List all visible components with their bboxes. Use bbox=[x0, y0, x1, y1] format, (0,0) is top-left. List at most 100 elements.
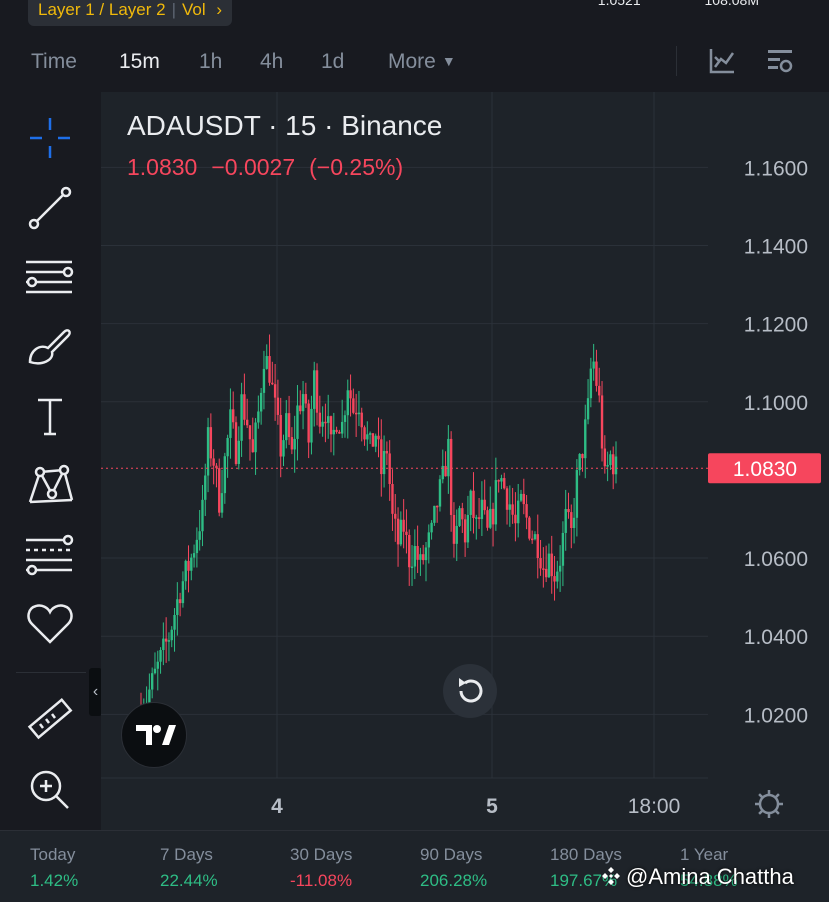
axis-settings-tooth bbox=[758, 793, 763, 798]
candle-body bbox=[598, 385, 601, 396]
zoom-in-icon[interactable] bbox=[24, 764, 76, 816]
indicators-icon[interactable] bbox=[707, 46, 737, 76]
period-7-days[interactable]: 7 Days 22.44% bbox=[160, 845, 218, 891]
candle-body bbox=[360, 412, 363, 428]
candle-body bbox=[416, 546, 419, 560]
horizontal-lines-icon[interactable] bbox=[24, 250, 76, 302]
period-performance: Today 1.42% 7 Days 22.44% 30 Days -11.08% 9… bbox=[0, 830, 829, 902]
candle-body bbox=[452, 514, 456, 544]
candle-body bbox=[167, 640, 171, 642]
ruler-icon[interactable] bbox=[24, 694, 76, 746]
period-90-days[interactable]: 90 Days 206.28% bbox=[420, 845, 487, 891]
candle-body bbox=[564, 508, 567, 533]
candle-body bbox=[550, 553, 553, 577]
candle-body bbox=[491, 508, 495, 525]
x-tick-label: 5 bbox=[486, 795, 498, 818]
text-icon[interactable] bbox=[24, 390, 76, 442]
candle-body bbox=[581, 454, 584, 459]
candle-body bbox=[388, 453, 391, 484]
candle-body bbox=[567, 508, 570, 513]
candle-body bbox=[218, 468, 221, 513]
candle-body bbox=[248, 425, 252, 440]
candle-body bbox=[486, 510, 489, 528]
candle-body bbox=[156, 661, 159, 669]
candle-body bbox=[575, 470, 579, 518]
candle-body bbox=[455, 525, 458, 544]
candle-body bbox=[279, 414, 282, 457]
trend-line-icon[interactable] bbox=[24, 182, 76, 234]
period-label: 180 Days bbox=[550, 845, 622, 864]
candle-body bbox=[307, 403, 310, 443]
price-chart[interactable]: 1.1600 1.1400 1.1200 1.1000 1.0600 1.0400 1.02… bbox=[101, 92, 829, 830]
period-label: 7 Days bbox=[160, 845, 213, 864]
candle-body bbox=[382, 450, 386, 475]
chart-settings-icon[interactable] bbox=[766, 46, 796, 76]
brush-icon[interactable] bbox=[24, 320, 76, 372]
candle-body bbox=[273, 384, 277, 398]
candle-body bbox=[368, 433, 372, 435]
watermark: @Amina Chattha bbox=[600, 864, 794, 890]
interval-1h[interactable]: 1h bbox=[199, 50, 223, 73]
binance-icon bbox=[602, 867, 620, 885]
collapse-toolbar-button[interactable]: ‹ bbox=[89, 668, 102, 716]
interval-time[interactable]: Time bbox=[31, 50, 77, 73]
candle-body bbox=[522, 493, 525, 505]
candlestick-chart: 1.1600 1.1400 1.1200 1.1000 1.0600 1.0400 1.02… bbox=[101, 92, 829, 818]
candle-body bbox=[612, 454, 615, 475]
interval-4h[interactable]: 4h bbox=[260, 50, 284, 73]
price-change: −0.0027 bbox=[211, 154, 296, 180]
tradingview-logo[interactable] bbox=[121, 702, 187, 768]
period-180-days[interactable]: 180 Days 197.67% bbox=[550, 845, 622, 891]
candle-body bbox=[212, 458, 215, 466]
candle-body bbox=[461, 508, 464, 520]
period-label: 30 Days bbox=[290, 845, 353, 864]
interval-15m[interactable]: 15m bbox=[119, 50, 160, 73]
candle-body bbox=[324, 421, 327, 424]
fib-icon[interactable] bbox=[24, 528, 76, 580]
toolbar-separator bbox=[16, 672, 86, 673]
interval-1d[interactable]: 1d bbox=[321, 50, 345, 73]
axis-settings-icon bbox=[758, 793, 780, 815]
candle-body bbox=[483, 499, 486, 511]
interval-more[interactable]: More ▼ bbox=[388, 50, 456, 74]
candle-body bbox=[427, 532, 430, 548]
candle-body bbox=[449, 438, 453, 515]
category-breadcrumb[interactable]: Layer 1 / Layer 2 | Vol › bbox=[28, 0, 233, 26]
period-1-year[interactable]: 1 Year 54.88% bbox=[680, 845, 738, 891]
candle-body bbox=[245, 419, 249, 426]
candle-body bbox=[315, 370, 319, 413]
candle-body bbox=[539, 558, 542, 569]
crosshair-icon[interactable] bbox=[24, 112, 76, 164]
top-value-price: 1.0521 bbox=[597, 0, 641, 8]
price-change-pct: (−0.25%) bbox=[309, 154, 404, 180]
candle-body bbox=[572, 517, 576, 528]
candle-body bbox=[204, 475, 207, 500]
period-value: 206.28% bbox=[420, 871, 488, 890]
candle-body bbox=[338, 431, 341, 434]
current-price-badge bbox=[708, 453, 821, 484]
period-today[interactable]: Today 1.42% bbox=[30, 845, 78, 891]
period-label: 90 Days bbox=[420, 845, 483, 864]
period-label: 1 Year bbox=[680, 845, 729, 864]
candle-body bbox=[514, 514, 517, 524]
candle-body bbox=[458, 508, 461, 526]
candle-body bbox=[600, 395, 604, 449]
favorites-icon[interactable] bbox=[24, 598, 76, 650]
candle-body bbox=[558, 565, 562, 572]
candle-body bbox=[282, 440, 285, 457]
candle-body bbox=[391, 483, 394, 514]
candle-body bbox=[447, 438, 450, 477]
candle-body bbox=[198, 531, 201, 540]
period-30-days[interactable]: 30 Days -11.08% bbox=[290, 845, 352, 891]
candle-body bbox=[192, 553, 196, 558]
candle-body bbox=[500, 478, 503, 482]
candle-body bbox=[511, 504, 514, 515]
candle-body bbox=[313, 370, 316, 409]
candle-body bbox=[349, 390, 352, 399]
caret-down-icon: ▼ bbox=[441, 53, 456, 69]
pattern-icon[interactable] bbox=[24, 458, 76, 510]
candle-body bbox=[226, 437, 229, 457]
reset-chart-button[interactable] bbox=[443, 664, 497, 718]
candle-body bbox=[220, 493, 224, 513]
axis-settings-tooth bbox=[775, 793, 780, 798]
